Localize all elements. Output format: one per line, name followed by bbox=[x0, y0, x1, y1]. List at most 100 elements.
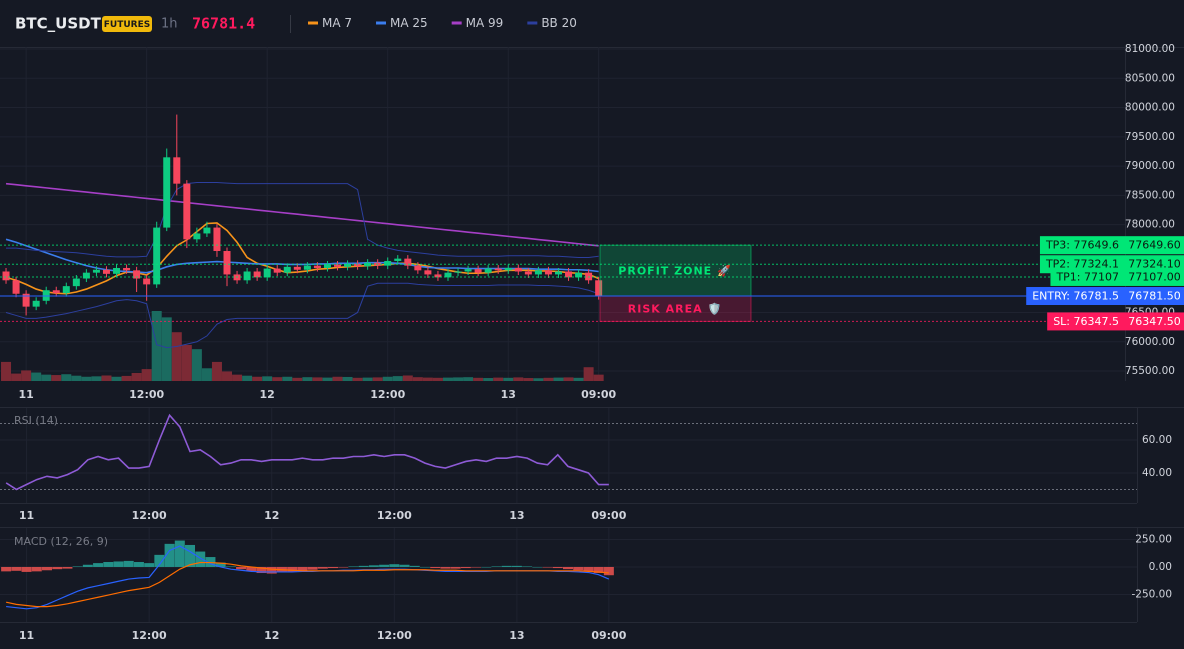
y-tick-label: 81000.00 bbox=[1125, 43, 1175, 55]
volume-bar bbox=[352, 377, 363, 381]
histogram-bar bbox=[185, 544, 196, 567]
x-tick-label: 12:00 bbox=[370, 388, 405, 401]
histogram-bar bbox=[113, 561, 124, 567]
histogram-bar bbox=[154, 554, 165, 567]
volume-bar bbox=[473, 377, 484, 381]
histogram-bar bbox=[348, 566, 359, 567]
histogram-bar bbox=[481, 566, 492, 568]
histogram-bar bbox=[562, 566, 573, 570]
price-label: 77107.00 bbox=[1128, 270, 1181, 283]
histogram-bar bbox=[195, 551, 206, 567]
candle-body bbox=[52, 290, 60, 294]
level-label: TP2: 77324.1 bbox=[1045, 258, 1119, 271]
histogram-bar bbox=[31, 566, 42, 572]
histogram-bar bbox=[389, 564, 400, 567]
volume-bar bbox=[51, 375, 62, 381]
volume-bar bbox=[101, 375, 112, 381]
histogram-bar bbox=[287, 566, 298, 572]
y-tick-label: 40.00 bbox=[1142, 467, 1172, 479]
histogram-bar bbox=[603, 566, 614, 576]
histogram-bar bbox=[103, 562, 114, 567]
candle-body bbox=[82, 272, 90, 279]
volume-bar bbox=[171, 332, 182, 381]
legend-label[interactable]: MA 25 bbox=[390, 16, 428, 30]
candle-body bbox=[92, 269, 100, 273]
y-tick-label: 78000.00 bbox=[1125, 219, 1175, 231]
histogram-bar bbox=[266, 566, 277, 574]
histogram-bar bbox=[419, 566, 430, 568]
volume-bar bbox=[191, 349, 202, 381]
candle-body bbox=[344, 263, 352, 267]
y-tick-label: 60.00 bbox=[1142, 434, 1172, 446]
x-tick-label: 09:00 bbox=[581, 388, 616, 401]
x-tick-label: 09:00 bbox=[591, 629, 626, 642]
candle-body bbox=[565, 271, 573, 278]
volume-bar bbox=[282, 376, 293, 381]
interval[interactable]: 1h bbox=[161, 17, 178, 32]
candle-body bbox=[334, 264, 341, 267]
candle-body bbox=[313, 265, 321, 268]
level-label-bg bbox=[1026, 287, 1125, 306]
legend-label[interactable]: MA 7 bbox=[322, 16, 352, 30]
zone bbox=[599, 244, 752, 297]
volume-bar bbox=[453, 377, 464, 381]
histogram-bar bbox=[11, 566, 22, 571]
legend-label[interactable]: MA 99 bbox=[466, 16, 504, 30]
candle-body bbox=[213, 227, 221, 252]
histogram-bar bbox=[225, 566, 236, 567]
histogram-bar bbox=[522, 566, 533, 567]
histogram-bar bbox=[573, 566, 584, 571]
volume-bar bbox=[573, 377, 584, 381]
price-label: 77324.10 bbox=[1128, 258, 1181, 271]
candle-body bbox=[263, 268, 271, 278]
candle-body bbox=[575, 272, 583, 278]
histogram-bar bbox=[399, 564, 410, 567]
histogram-bar bbox=[41, 566, 52, 571]
volume-bar bbox=[583, 367, 594, 381]
badge-bg bbox=[102, 16, 152, 32]
candle-body bbox=[494, 268, 502, 271]
y-tick-label: 250.00 bbox=[1135, 533, 1172, 545]
volume-bar bbox=[513, 377, 524, 381]
level-label-bg bbox=[1039, 236, 1125, 255]
candle-body bbox=[72, 278, 80, 287]
volume-bar bbox=[91, 376, 102, 381]
histogram-bar bbox=[440, 566, 451, 569]
volume-bar bbox=[483, 378, 494, 381]
x-tick-label: 12:00 bbox=[132, 629, 167, 642]
volume-bar bbox=[121, 375, 132, 381]
symbol: BTC_USDT bbox=[15, 15, 102, 33]
histogram-bar bbox=[93, 563, 104, 567]
volume-bar bbox=[493, 377, 504, 381]
candle-body bbox=[102, 269, 110, 274]
histogram-bar bbox=[430, 566, 441, 569]
price-label: 76347.50 bbox=[1128, 315, 1181, 328]
volume-bar bbox=[442, 377, 453, 381]
histogram-bar bbox=[72, 566, 83, 567]
volume-bar bbox=[111, 376, 122, 381]
candle-body bbox=[203, 227, 211, 234]
candle-body bbox=[153, 227, 161, 285]
histogram-bar bbox=[583, 566, 594, 572]
volume-bar bbox=[463, 377, 474, 381]
candle-body bbox=[595, 280, 603, 297]
x-tick-label: 11 bbox=[18, 388, 33, 401]
volume-bar bbox=[523, 378, 534, 381]
histogram-bar bbox=[552, 566, 563, 569]
y-tick-label: 75500.00 bbox=[1125, 365, 1175, 377]
level-label: TP3: 77649.6 bbox=[1045, 239, 1119, 252]
x-tick-label: 12 bbox=[264, 509, 279, 522]
histogram-bar bbox=[21, 566, 32, 572]
volume-bar bbox=[201, 368, 212, 381]
volume-bar bbox=[21, 370, 32, 381]
candle-body bbox=[384, 260, 392, 266]
candle-body bbox=[123, 267, 131, 271]
zone-label: RISK AREA 🛡️ bbox=[628, 303, 722, 316]
volume-bar bbox=[41, 374, 52, 381]
candle-body bbox=[243, 271, 251, 281]
legend-label[interactable]: BB 20 bbox=[541, 16, 577, 30]
histogram-bar bbox=[491, 566, 502, 567]
y-tick-label: 80000.00 bbox=[1125, 102, 1175, 114]
indicator-line bbox=[6, 182, 599, 258]
